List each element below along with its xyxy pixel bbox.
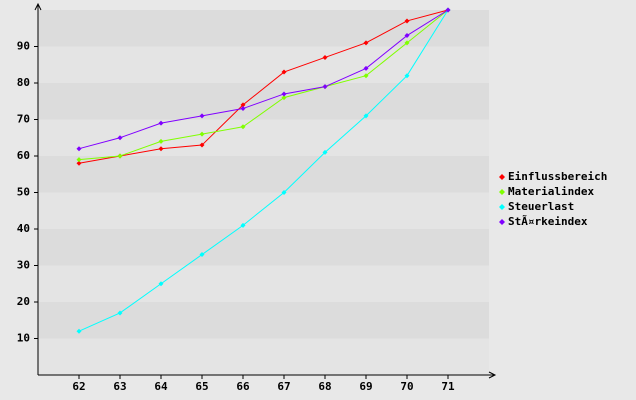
point (117, 310, 123, 316)
x-tick-label: 68 (318, 380, 331, 393)
legend-marker (499, 219, 505, 225)
point (281, 69, 287, 75)
band (38, 338, 489, 375)
band (38, 156, 489, 193)
point (158, 146, 164, 152)
point (158, 281, 164, 287)
point (363, 113, 369, 119)
y-tick-label: 80 (17, 76, 30, 89)
series-line (78, 9, 449, 161)
y-tick-label: 20 (17, 295, 30, 308)
point (240, 124, 246, 130)
point (404, 33, 410, 39)
point (117, 135, 123, 141)
band (38, 192, 489, 229)
point (199, 131, 205, 137)
y-axis-arrow (34, 2, 42, 11)
x-tick-label: 70 (400, 380, 413, 393)
x-tick-label: 69 (359, 380, 372, 393)
band (38, 265, 489, 302)
point (281, 95, 287, 101)
point (363, 40, 369, 46)
legend-label: Einflussbereich (508, 170, 607, 183)
x-tick-label: 71 (441, 380, 455, 393)
point (158, 120, 164, 126)
point (322, 54, 328, 60)
point (404, 40, 410, 46)
point (363, 65, 369, 71)
x-tick-label: 65 (195, 380, 208, 393)
point (76, 328, 82, 334)
x-tick-label: 67 (277, 380, 290, 393)
point (76, 157, 82, 163)
legend-label: Materialindex (508, 185, 594, 198)
band (38, 302, 489, 339)
point (158, 138, 164, 144)
series-line (78, 9, 449, 150)
y-tick-label: 90 (17, 40, 30, 53)
x-tick-label: 64 (154, 380, 168, 393)
point (199, 113, 205, 119)
point (240, 222, 246, 228)
y-tick-label: 50 (17, 186, 30, 199)
point (404, 18, 410, 24)
point (199, 252, 205, 258)
point (281, 91, 287, 97)
point (404, 73, 410, 79)
x-axis-arrow (488, 371, 497, 379)
point (281, 190, 287, 195)
point (76, 160, 82, 166)
point (322, 149, 328, 155)
point (240, 106, 246, 112)
y-tick-label: 40 (17, 222, 30, 235)
point (199, 142, 205, 148)
y-tick-label: 70 (17, 113, 30, 126)
legend-marker (499, 204, 505, 210)
point (117, 153, 123, 159)
x-tick-label: 63 (113, 380, 126, 393)
y-tick-label: 60 (17, 149, 30, 162)
point (322, 84, 328, 90)
band (38, 10, 489, 47)
y-tick-label: 30 (17, 259, 30, 272)
series-line (78, 9, 449, 332)
legend-label: StÃ¤rkeindex (508, 215, 588, 228)
legend-marker (499, 174, 505, 180)
band (38, 229, 489, 266)
point (240, 102, 246, 108)
y-tick-label: 10 (17, 332, 30, 345)
x-tick-label: 62 (72, 380, 85, 393)
band (38, 119, 489, 156)
x-tick-label: 66 (236, 380, 250, 393)
point (76, 146, 82, 152)
legend-label: Steuerlast (508, 200, 574, 213)
series-line (78, 9, 449, 164)
point (363, 73, 369, 79)
legend-marker (499, 189, 505, 195)
point (445, 7, 451, 13)
